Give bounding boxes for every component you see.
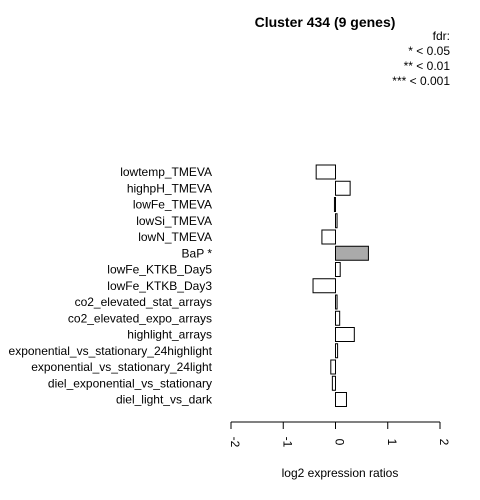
bar [335, 180, 351, 196]
fdr-legend: fdr: * < 0.05 ** < 0.01 *** < 0.001 [392, 29, 450, 89]
category-label: lowFe_KTKB_Day3 [107, 279, 212, 293]
legend-title: fdr: [432, 29, 450, 43]
bar [335, 262, 341, 277]
category-label: lowFe_KTKB_Day5 [107, 263, 212, 277]
category-label: lowFe_TMEVA [133, 198, 212, 212]
x-tick-label: 1 [385, 439, 399, 446]
category-label: lowN_TMEVA [138, 230, 212, 244]
category-label: highlight_arrays [127, 328, 212, 342]
category-label: lowtemp_TMEVA [120, 165, 212, 179]
bar [330, 359, 336, 375]
category-label: highpH_TMEVA [127, 181, 212, 195]
bar [335, 327, 355, 342]
category-label: co2_elevated_stat_arrays [75, 295, 212, 309]
bar [335, 310, 341, 326]
x-tick-label: -1 [280, 437, 294, 448]
category-label: co2_elevated_expo_arrays [68, 311, 212, 325]
bar [312, 278, 337, 294]
bar [335, 392, 347, 407]
category-label: BaP * [182, 246, 213, 260]
category-label: diel_exponential_vs_stationary [48, 376, 212, 390]
bar [335, 213, 338, 229]
x-axis-label: log2 expression ratios [282, 466, 399, 480]
legend-entry-2: ** < 0.01 [403, 59, 450, 73]
x-tick-label: -2 [228, 437, 242, 448]
x-tick-label: 2 [437, 439, 451, 446]
bar [335, 245, 369, 261]
category-label: lowSi_TMEVA [136, 214, 212, 228]
bar [321, 229, 337, 245]
bar [331, 375, 336, 391]
bar [335, 294, 338, 310]
legend-entry-1: * < 0.05 [408, 44, 450, 58]
category-label: diel_light_vs_dark [116, 393, 213, 407]
category-label: exponential_vs_stationary_24highlight [9, 344, 213, 358]
bar [333, 197, 336, 212]
bar [315, 164, 337, 180]
legend-entry-3: *** < 0.001 [392, 74, 450, 88]
x-tick-label: 0 [333, 439, 347, 446]
chart-title: Cluster 434 (9 genes) [254, 14, 396, 30]
category-label: exponential_vs_stationary_24light [31, 360, 212, 374]
bar [335, 343, 339, 359]
